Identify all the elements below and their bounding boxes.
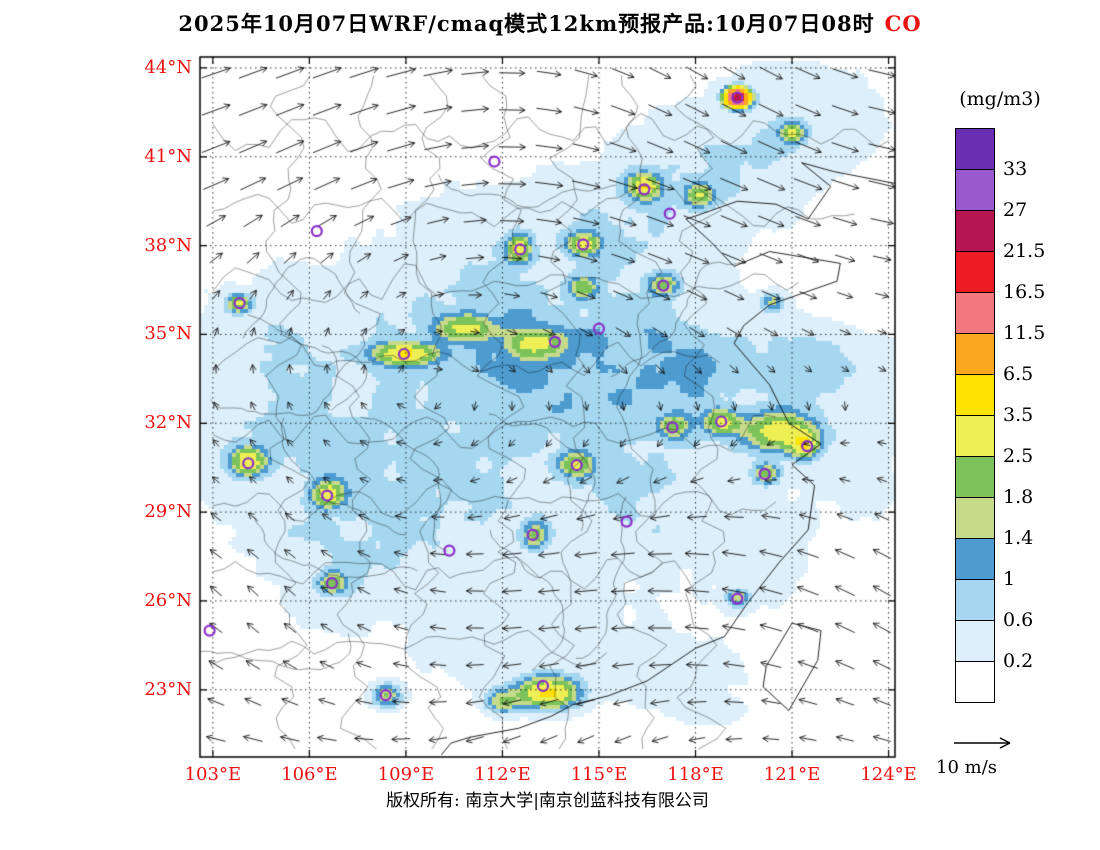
page-title: 2025年10月07日WRF/cmaq模式12km预报产品:10月07日08时 C…	[0, 8, 1100, 38]
colorbar-level-label: 1.4	[1003, 527, 1034, 549]
colorbar-block	[955, 579, 995, 621]
colorbar-block	[955, 497, 995, 539]
colorbar-level-label: 21.5	[1003, 240, 1046, 262]
colorbar-block	[955, 128, 995, 170]
wind-reference-speed-label: 10 m/s	[936, 757, 997, 778]
colorbar-level-label: 6.5	[1003, 363, 1034, 385]
colorbar-level-label: 1	[1003, 568, 1016, 590]
lat-tick-label: 32°N	[144, 412, 192, 434]
colorbar-block	[955, 661, 995, 703]
colorbar-level-label: 2.5	[1003, 445, 1034, 467]
colorbar-level-label: 0.6	[1003, 609, 1034, 631]
lat-tick-label: 44°N	[144, 56, 192, 78]
colorbar-block	[955, 333, 995, 375]
colorbar-block	[955, 292, 995, 334]
colorbar-block	[955, 374, 995, 416]
colorbar-block	[955, 169, 995, 211]
lon-tick-label: 121°E	[763, 764, 821, 785]
colorbar-level-label: 11.5	[1003, 322, 1046, 344]
colorbar-level-label: 0.2	[1003, 650, 1034, 672]
lon-tick-label: 124°E	[860, 764, 917, 785]
colorbar-level-label: 1.8	[1003, 486, 1034, 508]
colorbar-level-label: 33	[1003, 158, 1028, 180]
colorbar-block	[955, 456, 995, 498]
colorbar-block	[955, 620, 995, 662]
lat-tick-label: 35°N	[144, 323, 192, 345]
lat-tick-label: 29°N	[144, 501, 192, 523]
lon-tick-label: 106°E	[281, 764, 338, 785]
title-text: 2025年10月07日WRF/cmaq模式12km预报产品:10月07日08时	[178, 11, 875, 36]
wind-reference-arrow-icon	[954, 737, 1011, 749]
lon-tick-label: 118°E	[667, 764, 724, 785]
lat-tick-label: 41°N	[144, 145, 192, 167]
colorbar-block	[955, 251, 995, 293]
lon-tick-label: 112°E	[474, 764, 531, 785]
copyright-footer: 版权所有: 南京大学|南京创蓝科技有限公司	[386, 791, 709, 811]
colorbar-level-label: 16.5	[1003, 281, 1046, 303]
colorbar-block	[955, 538, 995, 580]
colorbar-level-label: 27	[1003, 199, 1028, 221]
colorbar-level-label: 3.5	[1003, 404, 1034, 426]
colorbar-block	[955, 210, 995, 252]
title-species-label: CO	[884, 11, 922, 36]
lat-tick-label: 26°N	[144, 589, 192, 611]
lat-tick-label: 38°N	[144, 234, 192, 256]
lat-tick-label: 23°N	[144, 678, 192, 700]
colorbar-block	[955, 415, 995, 457]
lon-tick-label: 103°E	[184, 764, 242, 785]
lon-tick-label: 115°E	[570, 764, 628, 785]
lon-tick-label: 109°E	[377, 764, 435, 785]
colorbar-units-label: (mg/m3)	[959, 88, 1041, 110]
